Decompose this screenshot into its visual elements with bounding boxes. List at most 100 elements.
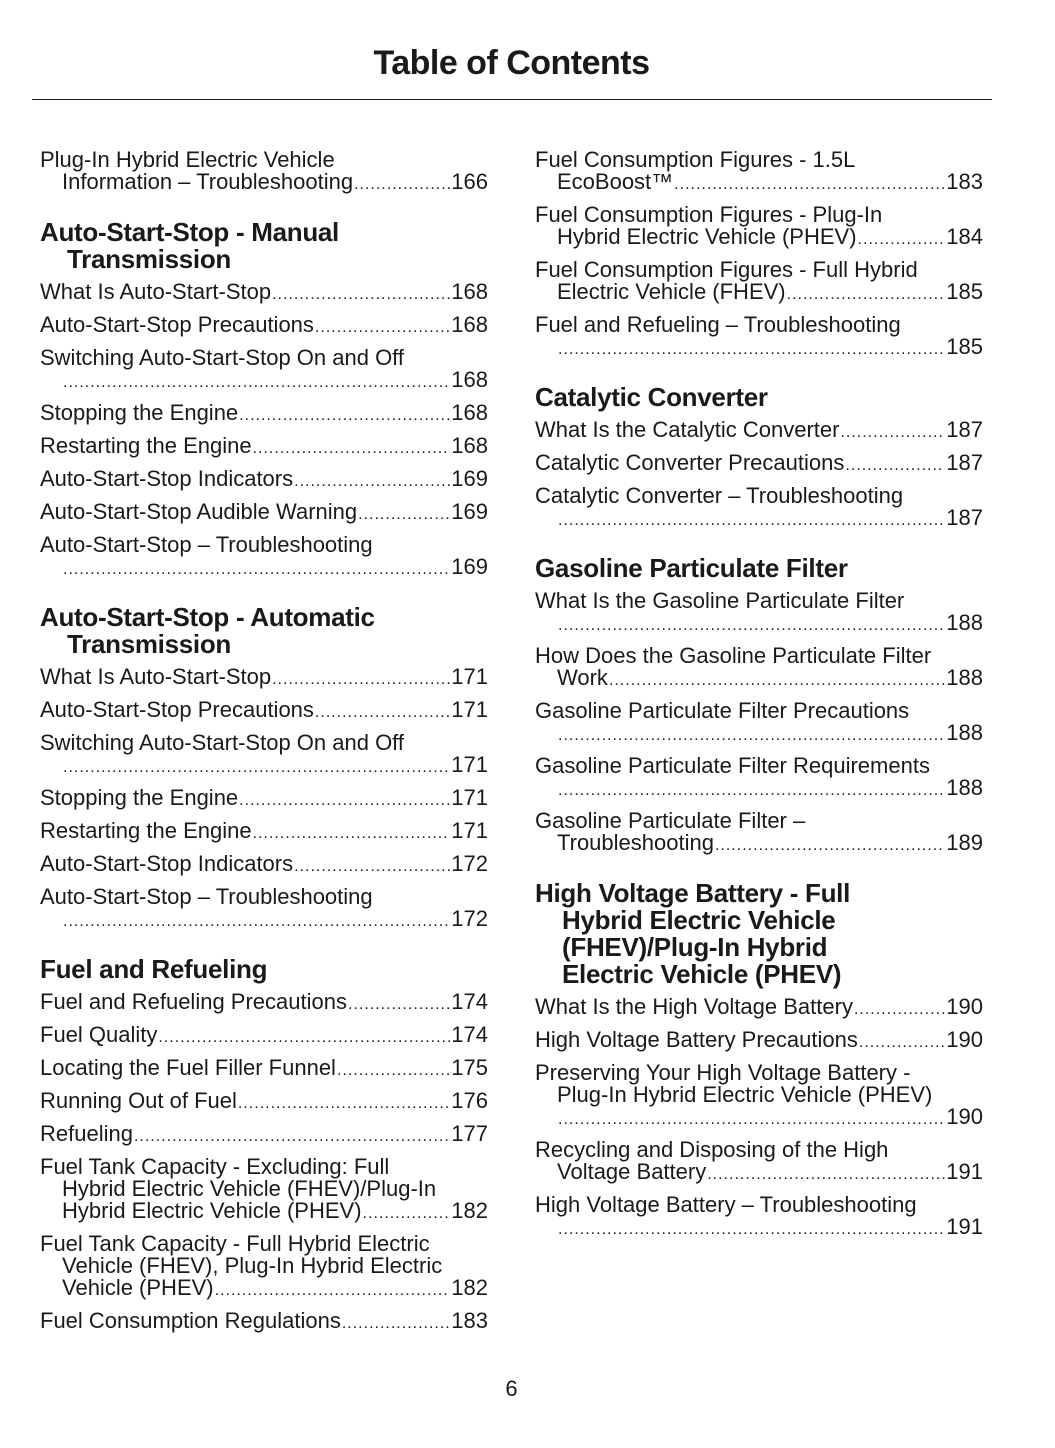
toc-entry-last-line: 187 (535, 507, 983, 532)
toc-page-number[interactable]: 188 (946, 720, 983, 745)
toc-page-number[interactable]: 175 (451, 1055, 488, 1080)
toc-entry[interactable]: Auto-Start-Stop – Troubleshooting 169 (40, 534, 488, 581)
toc-page-number[interactable]: 171 (451, 752, 488, 777)
toc-entry[interactable]: Switching Auto-Start-Stop On and Off 168 (40, 347, 488, 394)
toc-entry[interactable]: Auto-Start-Stop Indicators 169 (40, 468, 488, 493)
toc-page-number[interactable]: 184 (946, 224, 983, 249)
toc-page-number[interactable]: 182 (451, 1198, 488, 1223)
toc-entry[interactable]: What Is Auto-Start-Stop 171 (40, 666, 488, 691)
toc-entry[interactable]: Fuel and Refueling Precautions 174 (40, 991, 488, 1016)
section-heading: High Voltage Battery - Full Hybrid Electr… (535, 880, 983, 988)
toc-entry[interactable]: Auto-Start-Stop Indicators 172 (40, 853, 488, 878)
toc-page-number[interactable]: 171 (451, 697, 488, 722)
toc-entry[interactable]: Locating the Fuel Filler Funnel 175 (40, 1057, 488, 1082)
toc-page-number[interactable]: 168 (451, 433, 488, 458)
toc-entry[interactable]: Running Out of Fuel 176 (40, 1090, 488, 1115)
toc-page-number[interactable]: 187 (946, 450, 983, 475)
toc-page-number[interactable]: 172 (451, 851, 488, 876)
toc-entry-last-line: Refueling 177 (40, 1123, 488, 1148)
toc-page-number[interactable]: 176 (451, 1088, 488, 1113)
toc-entry[interactable]: High Voltage Battery – Troubleshooting 19… (535, 1194, 983, 1241)
toc-entry[interactable]: Fuel Consumption Figures - 1.5L EcoBoost™… (535, 149, 983, 196)
toc-entry[interactable]: Gasoline Particulate Filter Precautions 1… (535, 700, 983, 747)
toc-entry-text: Vehicle (PHEV) (62, 1275, 214, 1300)
toc-entry[interactable]: Catalytic Converter Precautions 187 (535, 452, 983, 477)
toc-page-number[interactable]: 171 (451, 785, 488, 810)
toc-page-number[interactable]: 183 (451, 1308, 488, 1333)
toc-entry[interactable]: Auto-Start-Stop – Troubleshooting 172 (40, 886, 488, 933)
toc-entry[interactable]: What Is the Gasoline Particulate Filter 1… (535, 590, 983, 637)
toc-entry[interactable]: How Does the Gasoline Particulate Filter… (535, 645, 983, 692)
toc-entry[interactable]: Fuel Tank Capacity - Excluding: Full Hybr… (40, 1156, 488, 1225)
toc-entry-last-line: Work 188 (535, 667, 983, 692)
toc-page-number[interactable]: 171 (451, 664, 488, 689)
toc-page-number[interactable]: 191 (946, 1159, 983, 1184)
toc-page-number[interactable]: 168 (451, 400, 488, 425)
toc-page-number[interactable]: 187 (946, 505, 983, 530)
dot-leader (859, 1032, 945, 1054)
toc-entry[interactable]: Catalytic Converter – Troubleshooting 187 (535, 485, 983, 532)
toc-entry[interactable]: Stopping the Engine 171 (40, 787, 488, 812)
toc-entry[interactable]: Auto-Start-Stop Audible Warning 169 (40, 501, 488, 526)
toc-entry[interactable]: Auto-Start-Stop Precautions 168 (40, 314, 488, 339)
toc-page-number[interactable]: 182 (451, 1275, 488, 1300)
toc-page-number[interactable]: 190 (946, 994, 983, 1019)
toc-entry[interactable]: Recycling and Disposing of the High Volta… (535, 1139, 983, 1186)
toc-entry[interactable]: What Is the Catalytic Converter 187 (535, 419, 983, 444)
toc-entry[interactable]: Auto-Start-Stop Precautions 171 (40, 699, 488, 724)
toc-entry[interactable]: Gasoline Particulate Filter Requirements… (535, 755, 983, 802)
toc-entry[interactable]: Fuel Consumption Figures - Full Hybrid El… (535, 259, 983, 306)
toc-entry[interactable]: Fuel and Refueling – Troubleshooting 185 (535, 314, 983, 361)
toc-entry[interactable]: Refueling 177 (40, 1123, 488, 1148)
toc-entry[interactable]: Fuel Quality 174 (40, 1024, 488, 1049)
section-heading-line: Auto-Start-Stop - Automatic (40, 602, 375, 632)
toc-page-number[interactable]: 183 (946, 169, 983, 194)
toc-entry-text: Recycling and Disposing of the High (535, 1137, 889, 1162)
toc-entry[interactable]: Preserving Your High Voltage Battery - Pl… (535, 1062, 983, 1131)
toc-entry[interactable]: Restarting the Engine 168 (40, 435, 488, 460)
toc-page-number[interactable]: 187 (946, 417, 983, 442)
toc-entry[interactable]: Gasoline Particulate Filter – Troubleshoo… (535, 810, 983, 857)
toc-page-number[interactable]: 172 (451, 906, 488, 931)
toc-entry-last-line: Stopping the Engine 168 (40, 402, 488, 427)
toc-page-number[interactable]: 188 (946, 775, 983, 800)
toc-entry[interactable]: What Is the High Voltage Battery 190 (535, 996, 983, 1021)
toc-page-number[interactable]: 185 (946, 334, 983, 359)
toc-entry[interactable]: Stopping the Engine 168 (40, 402, 488, 427)
dot-leader (715, 835, 945, 857)
toc-page-number[interactable]: 168 (451, 367, 488, 392)
toc-page-number[interactable]: 177 (451, 1121, 488, 1146)
toc-entry-text: Locating the Fuel Filler Funnel (40, 1055, 336, 1080)
toc-page-number[interactable]: 190 (946, 1104, 983, 1129)
toc-entry[interactable]: Fuel Consumption Regulations 183 (40, 1310, 488, 1335)
toc-entry[interactable]: High Voltage Battery Precautions 190 (535, 1029, 983, 1054)
toc-entry-text: Fuel Tank Capacity - Full Hybrid Electri… (40, 1231, 430, 1256)
toc-entry[interactable]: Fuel Tank Capacity - Full Hybrid Electri… (40, 1233, 488, 1302)
toc-entry[interactable]: Restarting the Engine 171 (40, 820, 488, 845)
toc-page-number[interactable]: 169 (451, 466, 488, 491)
toc-entry-last-line: 188 (535, 777, 983, 802)
toc-page-number[interactable]: 191 (946, 1214, 983, 1239)
toc-page-number[interactable]: 168 (451, 312, 488, 337)
toc-entry-last-line: What Is the High Voltage Battery 190 (535, 996, 983, 1021)
toc-page-number[interactable]: 188 (946, 665, 983, 690)
toc-entry[interactable]: Fuel Consumption Figures - Plug-In Hybrid… (535, 204, 983, 251)
toc-page-number[interactable]: 169 (451, 554, 488, 579)
toc-entry-text: Refueling (40, 1121, 133, 1146)
section-heading: Gasoline Particulate Filter (535, 555, 983, 582)
toc-entry[interactable]: What Is Auto-Start-Stop 168 (40, 281, 488, 306)
toc-page-number[interactable]: 188 (946, 610, 983, 635)
toc-page-number[interactable]: 190 (946, 1027, 983, 1052)
toc-page-number[interactable]: 171 (451, 818, 488, 843)
toc-page-number[interactable]: 166 (451, 169, 488, 194)
toc-page-number[interactable]: 185 (946, 279, 983, 304)
toc-entry[interactable]: Switching Auto-Start-Stop On and Off 171 (40, 732, 488, 779)
dot-leader (787, 284, 946, 306)
toc-page-number[interactable]: 174 (451, 989, 488, 1014)
toc-page-number[interactable]: 168 (451, 279, 488, 304)
toc-page-number[interactable]: 169 (451, 499, 488, 524)
toc-page-number[interactable]: 174 (451, 1022, 488, 1047)
toc-page-number[interactable]: 189 (946, 830, 983, 855)
page-title: Table of Contents (373, 44, 650, 82)
toc-entry[interactable]: Plug-In Hybrid Electric Vehicle Informati… (40, 149, 488, 196)
